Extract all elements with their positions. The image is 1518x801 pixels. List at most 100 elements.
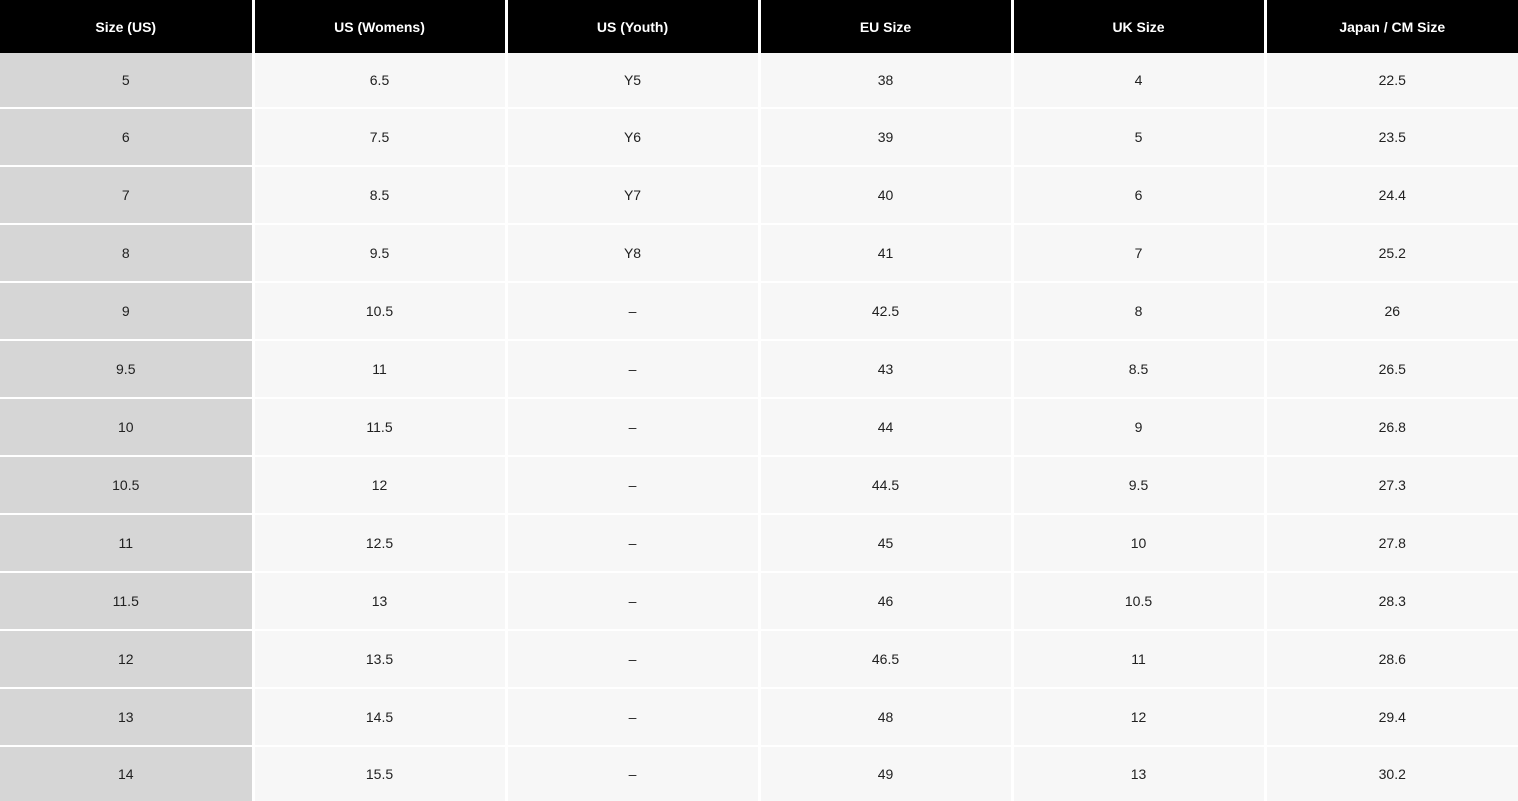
table-cell-us-womens: 7.5 (253, 107, 508, 167)
table-cell-uk-size: 5 (1012, 107, 1267, 167)
table-cell-uk-size: 9.5 (1012, 455, 1267, 516)
table-cell-eu-size: 46 (759, 572, 1014, 632)
table-cell-uk-size: 9 (1012, 397, 1267, 457)
table-row: 10 11.5–44 9 26.8 (0, 397, 1518, 457)
column-header-size-us: Size (US) (0, 0, 255, 53)
table-cell-us-womens: 10.5 (253, 281, 508, 341)
table-cell-size-us: 11 (0, 514, 255, 574)
column-header-japan-cm-size: Japan / CM Size (1265, 0, 1518, 53)
table-cell-size-us: 13 (0, 688, 255, 748)
table-cell-japan-cm-size: 28.6 (1265, 630, 1518, 690)
table-cell-eu-size: 38 (759, 53, 1014, 109)
table-row: 11.5 13–46 10.5 28.3 (0, 572, 1518, 632)
table-cell-uk-size: 10.5 (1012, 572, 1267, 632)
table-cell-japan-cm-size: 23.5 (1265, 107, 1518, 167)
column-header-uk-size: UK Size (1012, 0, 1267, 53)
table-header: Size (US) US (Womens) US (Youth) EU Size UK … (0, 0, 1518, 53)
table-cell-us-youth: Y6 (506, 107, 761, 167)
table-cell-us-womens: 8.5 (253, 165, 508, 225)
table-cell-eu-size: 44 (759, 397, 1014, 457)
table-cell-us-youth: Y8 (506, 223, 761, 283)
table-cell-size-us: 10.5 (0, 455, 255, 516)
table-cell-uk-size: 7 (1012, 223, 1267, 283)
table-cell-us-womens: 15.5 (253, 746, 508, 801)
table-cell-japan-cm-size: 27.3 (1265, 455, 1518, 516)
table-cell-size-us: 10 (0, 397, 255, 457)
table-cell-uk-size: 13 (1012, 746, 1267, 801)
table-cell-eu-size: 45 (759, 514, 1014, 574)
table-cell-eu-size: 46.5 (759, 630, 1014, 690)
table-cell-japan-cm-size: 28.3 (1265, 572, 1518, 632)
table-cell-us-youth: – (506, 572, 761, 632)
table-cell-eu-size: 42.5 (759, 281, 1014, 341)
table-row: 6 7.5 Y6 39 5 23.5 (0, 107, 1518, 167)
table-cell-eu-size: 49 (759, 746, 1014, 801)
table-cell-eu-size: 44.5 (759, 455, 1014, 516)
table-body: 5 6.5 Y5 38 4 22.5 6 7.5 Y6 39 5 23.5 7 8.5 Y7 40 6 24.4 8… (0, 53, 1518, 801)
table-cell-us-womens: 12.5 (253, 514, 508, 574)
table-cell-us-womens: 14.5 (253, 688, 508, 748)
table-cell-size-us: 8 (0, 223, 255, 283)
table-cell-us-youth: – (506, 630, 761, 690)
table-cell-japan-cm-size: 24.4 (1265, 165, 1518, 225)
table-cell-us-youth: Y7 (506, 165, 761, 225)
table-row: 9 10.5–42.5 8 26 (0, 281, 1518, 341)
column-header-us-womens: US (Womens) (253, 0, 508, 53)
table-cell-us-youth: – (506, 514, 761, 574)
table-cell-uk-size: 8.5 (1012, 339, 1267, 399)
table-cell-uk-size: 11 (1012, 630, 1267, 690)
table-cell-us-youth: – (506, 339, 761, 399)
table-cell-japan-cm-size: 26 (1265, 281, 1518, 341)
table-cell-size-us: 5 (0, 53, 255, 109)
table-row: 13 14.5–48 12 29.4 (0, 688, 1518, 748)
table-cell-us-youth: Y5 (506, 53, 761, 109)
table-cell-japan-cm-size: 27.8 (1265, 514, 1518, 574)
table-cell-size-us: 12 (0, 630, 255, 690)
table-cell-size-us: 6 (0, 107, 255, 167)
table-row: 5 6.5 Y5 38 4 22.5 (0, 53, 1518, 109)
table-cell-uk-size: 12 (1012, 688, 1267, 748)
table-cell-size-us: 7 (0, 165, 255, 225)
table-cell-size-us: 14 (0, 746, 255, 801)
table-cell-uk-size: 6 (1012, 165, 1267, 225)
table-cell-uk-size: 8 (1012, 281, 1267, 341)
table-cell-us-youth: – (506, 688, 761, 748)
table-cell-us-womens: 13 (253, 572, 508, 632)
table-row: 14 15.5–49 13 30.2 (0, 746, 1518, 801)
table-cell-size-us: 11.5 (0, 572, 255, 632)
table-row: 10.5 12–44.5 9.5 27.3 (0, 455, 1518, 516)
table-cell-japan-cm-size: 26.8 (1265, 397, 1518, 457)
table-cell-eu-size: 39 (759, 107, 1014, 167)
table-cell-eu-size: 40 (759, 165, 1014, 225)
header-row: Size (US) US (Womens) US (Youth) EU Size UK … (0, 0, 1518, 53)
table-row: 12 13.5–46.5 11 28.6 (0, 630, 1518, 690)
table-cell-us-youth: – (506, 746, 761, 801)
table-cell-us-youth: – (506, 397, 761, 457)
table-cell-us-womens: 6.5 (253, 53, 508, 109)
table-cell-uk-size: 4 (1012, 53, 1267, 109)
table-cell-size-us: 9.5 (0, 339, 255, 399)
table-row: 8 9.5 Y8 41 7 25.2 (0, 223, 1518, 283)
table-cell-us-youth: – (506, 281, 761, 341)
table-cell-eu-size: 41 (759, 223, 1014, 283)
table-cell-japan-cm-size: 26.5 (1265, 339, 1518, 399)
table-cell-japan-cm-size: 25.2 (1265, 223, 1518, 283)
table-cell-eu-size: 48 (759, 688, 1014, 748)
column-header-us-youth: US (Youth) (506, 0, 761, 53)
table-row: 11 12.5–45 10 27.8 (0, 514, 1518, 574)
table-cell-us-youth: – (506, 455, 761, 516)
table-cell-size-us: 9 (0, 281, 255, 341)
table-cell-eu-size: 43 (759, 339, 1014, 399)
table-row: 9.5 11–43 8.5 26.5 (0, 339, 1518, 399)
table-cell-uk-size: 10 (1012, 514, 1267, 574)
table-cell-us-womens: 13.5 (253, 630, 508, 690)
table-cell-us-womens: 11 (253, 339, 508, 399)
table-cell-us-womens: 9.5 (253, 223, 508, 283)
table-cell-japan-cm-size: 30.2 (1265, 746, 1518, 801)
table-cell-us-womens: 11.5 (253, 397, 508, 457)
table-row: 7 8.5 Y7 40 6 24.4 (0, 165, 1518, 225)
table-cell-us-womens: 12 (253, 455, 508, 516)
table-cell-japan-cm-size: 29.4 (1265, 688, 1518, 748)
column-header-eu-size: EU Size (759, 0, 1014, 53)
